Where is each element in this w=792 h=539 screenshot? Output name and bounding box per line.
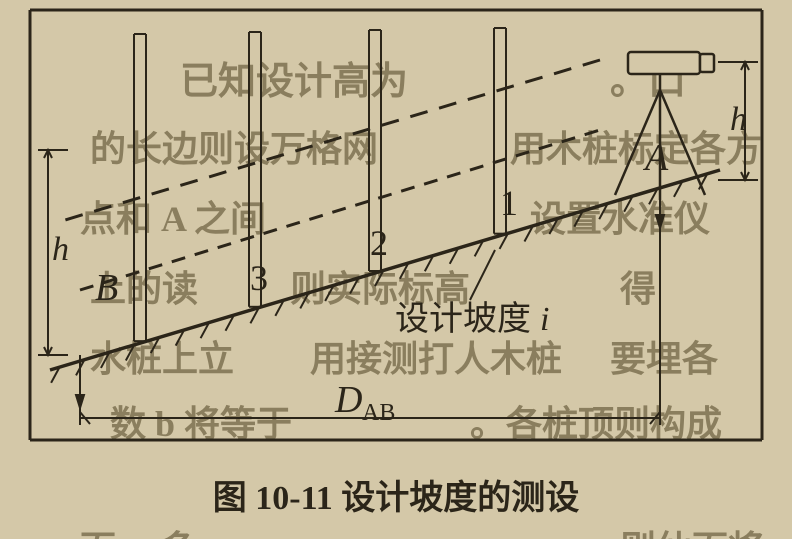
label-h-left: h <box>52 231 69 268</box>
label-h-right: h <box>730 101 747 138</box>
label-stake-1: 1 <box>500 183 518 223</box>
labels: h h A B 1 2 3 设计坡度 i D AB <box>52 101 747 426</box>
ground-hatching <box>51 174 707 383</box>
label-D-sub: AB <box>362 400 395 426</box>
label-B: B <box>95 267 118 309</box>
figure-caption: 图 10-11 设计坡度的测设 <box>0 470 792 519</box>
label-stake-3: 3 <box>250 258 268 298</box>
design-grade-line <box>80 130 600 290</box>
leader-slope <box>470 250 495 300</box>
stakes-group <box>134 28 506 341</box>
diagram-svg: h h A B 1 2 3 设计坡度 i D AB <box>0 0 792 539</box>
label-slope-i: i <box>540 301 549 338</box>
label-slope-text: 设计坡度 <box>395 300 531 338</box>
label-A: A <box>642 137 669 179</box>
label-D: D <box>334 379 362 421</box>
ground-slope <box>50 170 720 370</box>
label-stake-2: 2 <box>370 223 388 263</box>
